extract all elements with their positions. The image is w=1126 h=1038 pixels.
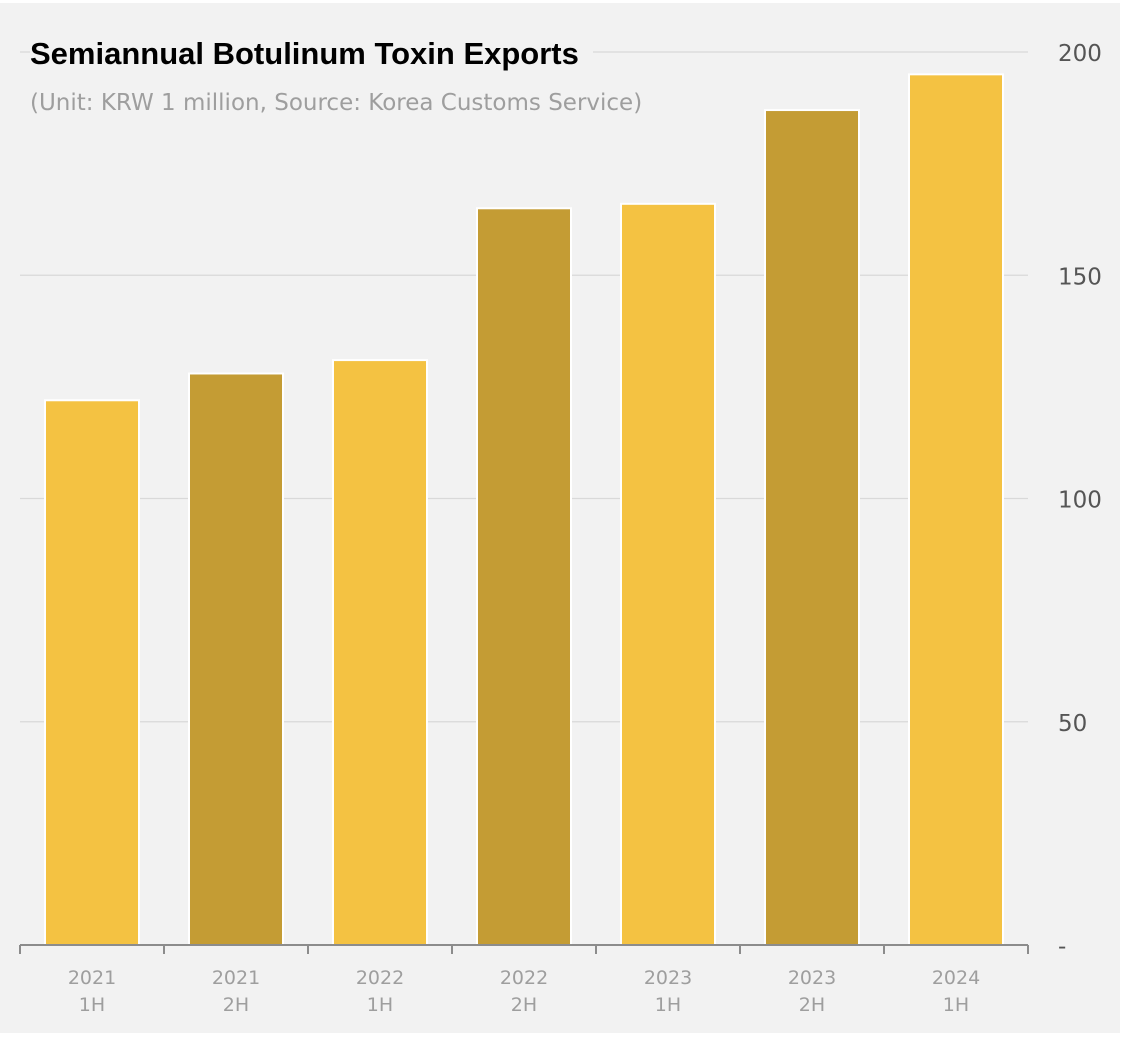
- x-tick-label: 1H: [79, 994, 105, 1016]
- y-tick-label: 100: [1058, 488, 1102, 514]
- x-tick-label: 2021: [212, 967, 260, 989]
- x-axis-tick-labels: 2021 1H 2021 2H 2022 1H 2022 2H 2023 1H 2023 2H 2024…: [68, 967, 980, 1016]
- x-tick-label: 2H: [223, 994, 249, 1016]
- x-tick-label: 2H: [799, 994, 825, 1016]
- x-tick-label: 2022: [500, 967, 548, 989]
- y-axis-tick-labels: - 50 100 150 200: [1058, 41, 1102, 960]
- x-tick-label: 2024: [932, 967, 980, 989]
- chart-subtitle: (Unit: KRW 1 million, Source: Korea Cust…: [30, 88, 653, 118]
- bar: [188, 372, 284, 947]
- x-tick-label: 1H: [943, 994, 969, 1016]
- x-tick-label: 2H: [511, 994, 537, 1016]
- y-tick-label: 150: [1058, 264, 1102, 290]
- x-tick-label: 1H: [367, 994, 393, 1016]
- bar: [332, 359, 428, 946]
- bar: [764, 109, 860, 947]
- x-axis: [19, 944, 1029, 954]
- y-tick-label: -: [1058, 934, 1066, 960]
- y-tick-label: 50: [1058, 711, 1087, 737]
- x-tick-label: 1H: [655, 994, 681, 1016]
- bars: [44, 73, 1004, 947]
- x-tick-label: 2023: [788, 967, 836, 989]
- bar: [476, 207, 572, 946]
- y-tick-label: 200: [1058, 41, 1102, 67]
- chart-title: Semiannual Botulinum Toxin Exports: [30, 36, 593, 72]
- bar: [908, 73, 1004, 946]
- bar: [620, 202, 716, 946]
- bar: [44, 399, 140, 946]
- x-tick-label: 2022: [356, 967, 404, 989]
- x-tick-label: 2023: [644, 967, 692, 989]
- x-tick-label: 2021: [68, 967, 116, 989]
